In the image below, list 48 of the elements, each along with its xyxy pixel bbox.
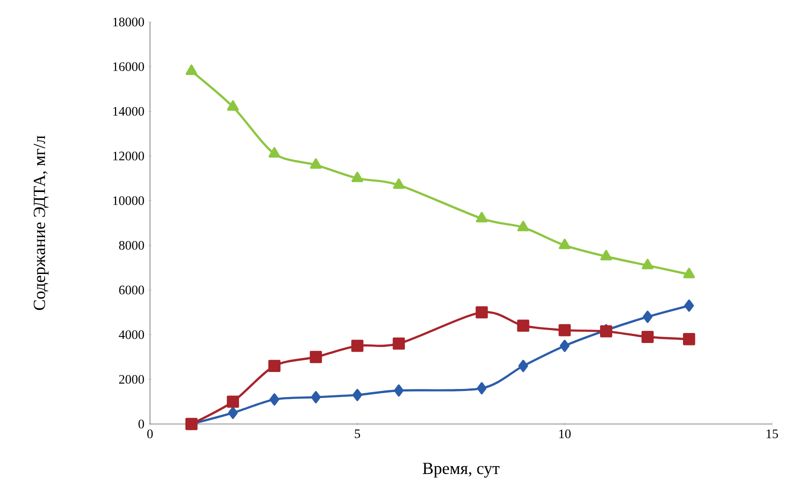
point <box>642 330 654 343</box>
y-tick-label: 12000 <box>113 152 144 160</box>
point <box>517 320 530 332</box>
point <box>352 388 362 402</box>
point <box>228 406 238 419</box>
y-tick-label: 2000 <box>119 374 144 384</box>
x-tick-label: 15 <box>766 430 778 438</box>
point <box>392 338 405 350</box>
y-axis-title: Содержание ЭДТА, мг/л <box>34 136 49 310</box>
point <box>683 333 696 346</box>
point <box>186 64 198 75</box>
point <box>392 178 405 189</box>
point <box>558 324 571 336</box>
point <box>684 300 694 312</box>
point <box>683 268 695 278</box>
point <box>270 393 280 406</box>
point <box>268 147 280 158</box>
point <box>517 220 530 232</box>
point <box>226 396 240 408</box>
point <box>268 360 280 372</box>
point <box>642 258 654 270</box>
y-tick-label: 14000 <box>113 106 144 116</box>
point <box>476 306 488 318</box>
y-tick-label: 0 <box>138 420 144 428</box>
point <box>560 340 570 352</box>
x-tick-label: 0 <box>147 430 153 438</box>
x-tick-label: 5 <box>354 430 360 438</box>
y-tick-label: 16000 <box>113 62 144 72</box>
y-tick-label: 10000 <box>113 196 144 206</box>
point <box>351 340 364 352</box>
point <box>642 310 652 323</box>
point <box>394 384 404 397</box>
y-tick-label: 8000 <box>119 240 144 250</box>
x-axis-title: Время, сут <box>422 462 500 478</box>
point <box>476 212 488 222</box>
point <box>476 382 487 394</box>
point <box>558 238 571 250</box>
point <box>311 391 321 404</box>
point <box>518 360 528 372</box>
y-tick-label: 4000 <box>118 330 144 340</box>
y-tick-label: 18000 <box>113 18 144 26</box>
y-tick-label: 6000 <box>119 286 144 294</box>
point <box>310 158 322 169</box>
point <box>351 172 364 182</box>
x-tick-label: 10 <box>559 430 571 438</box>
point <box>600 250 612 260</box>
point <box>310 350 322 364</box>
point <box>227 100 239 111</box>
